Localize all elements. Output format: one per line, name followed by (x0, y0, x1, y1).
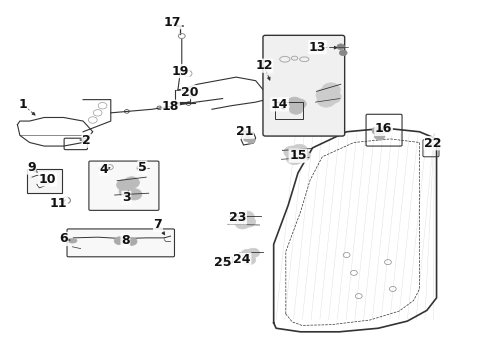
Text: 5: 5 (138, 161, 146, 174)
Circle shape (247, 138, 255, 144)
Text: 14: 14 (270, 98, 287, 111)
Circle shape (39, 176, 52, 185)
Circle shape (126, 189, 142, 200)
Circle shape (290, 144, 307, 157)
Text: 15: 15 (288, 149, 306, 162)
Text: 21: 21 (235, 125, 253, 138)
Circle shape (322, 90, 341, 104)
Circle shape (373, 132, 384, 140)
Circle shape (188, 92, 196, 98)
Circle shape (316, 94, 335, 107)
Text: 20: 20 (181, 86, 199, 99)
Text: 8: 8 (121, 234, 129, 247)
Text: 17: 17 (163, 15, 181, 28)
Circle shape (119, 186, 134, 197)
Text: 2: 2 (82, 134, 91, 147)
Circle shape (116, 179, 132, 191)
Ellipse shape (68, 238, 77, 243)
Circle shape (371, 127, 382, 135)
Circle shape (235, 218, 249, 229)
Circle shape (321, 83, 340, 96)
Circle shape (241, 216, 255, 227)
FancyBboxPatch shape (263, 35, 344, 136)
Circle shape (288, 104, 302, 114)
Text: 10: 10 (39, 173, 56, 186)
Text: 25: 25 (214, 256, 231, 269)
Circle shape (286, 153, 302, 165)
Text: 18: 18 (162, 100, 179, 113)
Text: 11: 11 (50, 197, 67, 210)
Circle shape (239, 211, 254, 222)
Circle shape (315, 88, 334, 102)
Bar (27, 169, 62, 193)
Text: 3: 3 (122, 192, 130, 204)
Circle shape (243, 255, 255, 265)
Circle shape (292, 99, 305, 109)
Text: 4: 4 (99, 163, 108, 176)
Text: 23: 23 (228, 211, 246, 224)
Circle shape (284, 146, 300, 158)
Text: 24: 24 (233, 253, 250, 266)
FancyBboxPatch shape (67, 229, 174, 257)
Text: 13: 13 (308, 41, 325, 54)
Circle shape (246, 248, 259, 257)
Circle shape (123, 177, 139, 188)
Text: 16: 16 (374, 122, 391, 135)
Text: 7: 7 (153, 218, 162, 231)
Text: 9: 9 (27, 161, 36, 174)
Text: 1: 1 (19, 99, 28, 112)
Circle shape (114, 237, 124, 245)
Bar (275, 103, 302, 119)
Circle shape (233, 213, 247, 224)
Text: 22: 22 (424, 137, 441, 150)
Circle shape (381, 125, 391, 133)
Circle shape (339, 50, 346, 56)
Text: 12: 12 (255, 59, 272, 72)
Circle shape (336, 44, 344, 50)
Circle shape (241, 249, 253, 258)
Circle shape (293, 150, 309, 162)
Circle shape (126, 238, 137, 246)
Text: 19: 19 (171, 64, 189, 77)
FancyBboxPatch shape (89, 161, 159, 210)
Text: 6: 6 (59, 233, 68, 246)
Circle shape (243, 136, 251, 142)
Circle shape (287, 97, 301, 107)
